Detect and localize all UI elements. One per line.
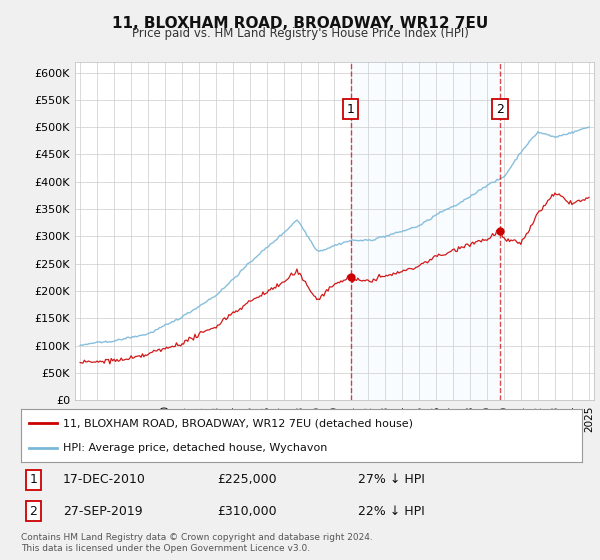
Text: £225,000: £225,000 [217, 473, 277, 486]
Text: 11, BLOXHAM ROAD, BROADWAY, WR12 7EU: 11, BLOXHAM ROAD, BROADWAY, WR12 7EU [112, 16, 488, 31]
Text: 27% ↓ HPI: 27% ↓ HPI [358, 473, 424, 486]
Bar [351, 62, 500, 400]
Text: 1: 1 [347, 102, 355, 115]
Text: £310,000: £310,000 [217, 505, 277, 517]
Text: 2: 2 [496, 102, 504, 115]
Text: 11, BLOXHAM ROAD, BROADWAY, WR12 7EU (detached house): 11, BLOXHAM ROAD, BROADWAY, WR12 7EU (de… [63, 418, 413, 428]
Text: 2: 2 [29, 505, 37, 517]
Text: HPI: Average price, detached house, Wychavon: HPI: Average price, detached house, Wych… [63, 442, 328, 452]
Text: 27-SEP-2019: 27-SEP-2019 [63, 505, 143, 517]
Text: 22% ↓ HPI: 22% ↓ HPI [358, 505, 424, 517]
Text: Price paid vs. HM Land Registry's House Price Index (HPI): Price paid vs. HM Land Registry's House … [131, 27, 469, 40]
Text: Contains HM Land Registry data © Crown copyright and database right 2024.
This d: Contains HM Land Registry data © Crown c… [21, 533, 373, 553]
Text: 17-DEC-2010: 17-DEC-2010 [63, 473, 146, 486]
Text: 1: 1 [29, 473, 37, 486]
